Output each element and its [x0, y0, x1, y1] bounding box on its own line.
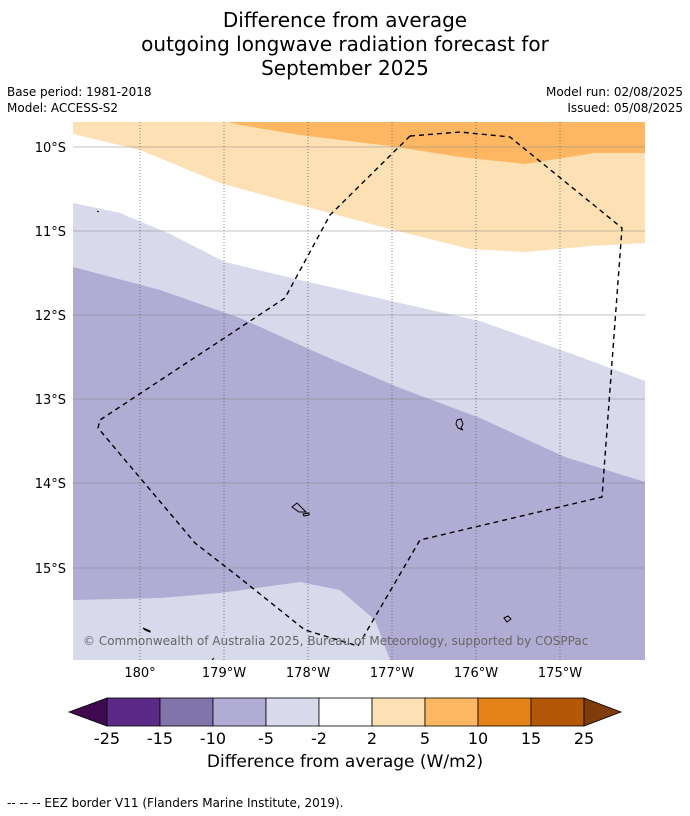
colorbar-segment	[265, 697, 320, 727]
colorbar-arrow-high	[583, 697, 623, 727]
lon-label-180: 180°	[124, 666, 155, 681]
model-name: Model: ACCESS-S2	[7, 101, 119, 115]
colorbar-tick-label: 2	[367, 729, 377, 748]
colorbar-segment	[530, 697, 585, 727]
colorbar-tick-label: 25	[574, 729, 594, 748]
lat-label-10s: 10°S	[35, 141, 66, 156]
island-central-small	[302, 512, 310, 517]
copyright-text: © Commonwealth of Australia 2025, Bureau…	[83, 634, 588, 648]
colorbar-tick-label: 5	[420, 729, 430, 748]
lat-label-14s: 14°S	[35, 477, 66, 492]
eez-footnote: -- -- -- EEZ border V11 (Flanders Marine…	[7, 796, 344, 810]
latitude-gridlines	[73, 146, 645, 569]
lat-label-15s: 15°S	[35, 562, 66, 577]
colorbar-segment	[106, 697, 161, 727]
colorbar-ticks: -25 -15 -10 -5 -2 2 5 10 15 25	[94, 729, 594, 748]
lat-label-12s: 12°S	[35, 309, 66, 324]
meta-right: Model run: 02/08/2025 Issued: 05/08/2025	[546, 84, 683, 116]
lon-label-177w: 177°W	[370, 666, 414, 681]
island-southeast	[503, 615, 512, 623]
lon-label-175w: 175°W	[538, 666, 582, 681]
issued-date: Issued: 05/08/2025	[567, 101, 683, 115]
lat-label-13s: 13°S	[35, 393, 66, 408]
colorbar-tick-label: -5	[258, 729, 274, 748]
chart-title: Difference from average outgoing longwav…	[0, 8, 690, 80]
longitude-labels: 180° 179°W 178°W 177°W 176°W 175°W	[124, 666, 582, 681]
colorbar-segment	[212, 697, 267, 727]
colorbar-segment	[371, 697, 426, 727]
eez-border-fragment-south	[211, 657, 215, 660]
anomaly-band-5-10	[228, 122, 645, 164]
colorbar-arrow-low	[67, 697, 108, 727]
colorbar-tick-label: -25	[94, 729, 120, 748]
title-line-3: September 2025	[261, 56, 429, 80]
title-line-2: outgoing longwave radiation forecast for	[141, 32, 549, 56]
map-plot-area: © Commonwealth of Australia 2025, Bureau…	[73, 122, 645, 660]
lon-label-179w: 179°W	[202, 666, 246, 681]
colorbar-tick-label: -15	[147, 729, 173, 748]
island-southwest	[142, 627, 151, 633]
colorbar-segment	[159, 697, 214, 727]
colorbar-tick-label: -2	[311, 729, 327, 748]
colorbar-tick-label: 10	[468, 729, 488, 748]
lat-label-11s: 11°S	[35, 225, 66, 240]
colorbar-tick-label: -10	[200, 729, 226, 748]
eez-border-fragment	[96, 210, 100, 213]
colorbar-segment	[424, 697, 479, 727]
anomaly-band-neg5-neg10	[73, 267, 645, 660]
latitude-labels: 10°S 11°S 12°S 13°S 14°S 15°S	[35, 141, 66, 577]
colorbar-tick-label: 15	[521, 729, 541, 748]
title-line-1: Difference from average	[222, 8, 468, 32]
model-run: Model run: 02/08/2025	[545, 85, 683, 99]
eez-border	[97, 131, 623, 647]
colorbar-label: Difference from average (W/m2)	[206, 752, 484, 772]
meta-left: Base period: 1981-2018 Model: ACCESS-S2	[7, 84, 152, 116]
lon-label-178w: 178°W	[286, 666, 330, 681]
colorbar-segment	[477, 697, 532, 727]
base-period: Base period: 1981-2018	[7, 85, 152, 99]
island-central	[291, 502, 308, 513]
island-north	[455, 418, 464, 431]
colorbar	[67, 697, 623, 727]
colorbar-segment	[318, 697, 373, 727]
lon-label-176w: 176°W	[454, 666, 498, 681]
